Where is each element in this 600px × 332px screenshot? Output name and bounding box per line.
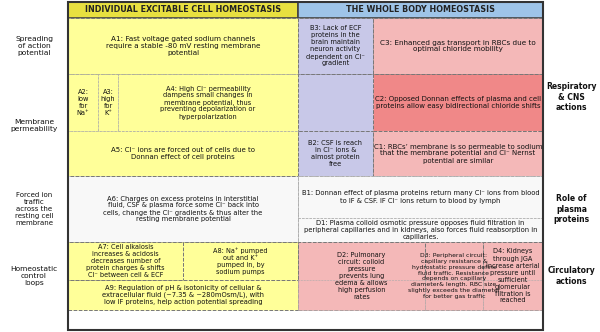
Bar <box>68 2 543 330</box>
Bar <box>68 176 298 242</box>
Bar <box>183 242 298 280</box>
Text: A3:
high
for
K⁺: A3: high for K⁺ <box>101 89 115 116</box>
Bar <box>483 280 543 310</box>
Text: Respiratory
& CNS
actions: Respiratory & CNS actions <box>546 82 597 112</box>
Text: C2: Opposed Donnan effects of plasma and cell
proteins allow easy bidirectional : C2: Opposed Donnan effects of plasma and… <box>375 96 541 109</box>
Text: A2:
low
for
Na⁺: A2: low for Na⁺ <box>77 89 89 116</box>
Text: D3: Peripheral circuit:
capillary resistance &
hydrostatic pressure define
fluid: D3: Peripheral circuit: capillary resist… <box>408 253 500 299</box>
Text: D1: Plasma colloid osmotic pressure opposes fluid filtration in
peripheral capil: D1: Plasma colloid osmotic pressure oppo… <box>304 220 537 240</box>
Bar <box>373 131 543 176</box>
Bar <box>298 2 543 18</box>
Text: Role of
plasma
proteins: Role of plasma proteins <box>553 194 590 224</box>
Text: D4: Kidneys
through JGA
increase arterial
pressure until
sufficient
glomerular
f: D4: Kidneys through JGA increase arteria… <box>486 248 540 303</box>
Bar <box>298 218 543 242</box>
Bar <box>483 242 543 310</box>
Bar <box>68 242 183 280</box>
Text: Spreading
of action
potential: Spreading of action potential <box>15 36 53 56</box>
Text: A4: High Cl⁻ permeability
dampens small changes in
membrane potential, thus
prev: A4: High Cl⁻ permeability dampens small … <box>160 86 256 120</box>
Bar <box>425 280 483 310</box>
Text: A9: Regulation of pH & isotonicity of cellular &
extracellular fluid (~7.35 & ~2: A9: Regulation of pH & isotonicity of ce… <box>102 285 264 305</box>
Text: D2: Pulmonary
circuit: colloid
pressure
prevents lung
edema & allows
high perfus: D2: Pulmonary circuit: colloid pressure … <box>335 252 388 300</box>
Text: B2: CSF is reach
in Cl⁻ ions &
almost protein
free: B2: CSF is reach in Cl⁻ ions & almost pr… <box>308 140 362 167</box>
Text: Membrane
permeability: Membrane permeability <box>10 119 58 131</box>
Text: Circulatory
actions: Circulatory actions <box>548 266 595 286</box>
Bar <box>118 74 298 131</box>
Bar <box>298 18 373 74</box>
Bar <box>298 242 425 310</box>
Text: Forced ion
traffic
across the
resting cell
membrane: Forced ion traffic across the resting ce… <box>14 192 53 226</box>
Text: B1: Donnan effect of plasma proteins return many Cl⁻ ions from blood
to IF & CSF: B1: Donnan effect of plasma proteins ret… <box>302 191 539 204</box>
Bar <box>373 74 543 131</box>
Bar <box>298 74 373 131</box>
Text: INDIVIDUAL EXCITABLE CELL HOMEOSTASIS: INDIVIDUAL EXCITABLE CELL HOMEOSTASIS <box>85 6 281 15</box>
Text: THE WHOLE BODY HOMEOSTASIS: THE WHOLE BODY HOMEOSTASIS <box>346 6 495 15</box>
Bar <box>98 74 118 131</box>
Bar <box>298 176 543 242</box>
Bar <box>298 280 425 310</box>
Text: A7: Cell alkalosis
increases & acidosis
decreases number of
protein charges & sh: A7: Cell alkalosis increases & acidosis … <box>86 244 165 278</box>
Bar <box>425 242 483 310</box>
Bar <box>68 280 298 310</box>
Text: Homeostatic
control
loops: Homeostatic control loops <box>10 266 58 286</box>
Text: A5: Cl⁻ ions are forced out of cells due to
Donnan effect of cell proteins: A5: Cl⁻ ions are forced out of cells due… <box>111 147 255 160</box>
Text: C3: Enhanced gas transport in RBCs due to
optimal chloride mobility: C3: Enhanced gas transport in RBCs due t… <box>380 40 536 52</box>
Bar <box>298 176 543 218</box>
Text: B3: Lack of ECF
proteins in the
brain maintain
neuron activity
dependent on Cl⁻
: B3: Lack of ECF proteins in the brain ma… <box>306 26 365 66</box>
Text: A8: Na⁺ pumped
out and K⁺
pumped in, by
sodium pumps: A8: Na⁺ pumped out and K⁺ pumped in, by … <box>213 247 268 275</box>
Bar <box>68 74 298 176</box>
Bar <box>68 2 298 18</box>
Bar <box>298 131 373 176</box>
Bar <box>373 18 543 74</box>
Text: A1: Fast voltage gated sodium channels
require a stable -80 mV resting membrane
: A1: Fast voltage gated sodium channels r… <box>106 36 260 56</box>
Text: C1: RBCs’ membrane is so permeable to sodium
that the membrane potential and Cl⁻: C1: RBCs’ membrane is so permeable to so… <box>374 143 542 163</box>
Bar <box>68 18 298 74</box>
Text: A6: Charges on excess proteins in interstitial
fluid, CSF & plasma force some Cl: A6: Charges on excess proteins in inters… <box>103 196 263 222</box>
Bar <box>68 131 298 176</box>
Bar <box>68 74 98 131</box>
